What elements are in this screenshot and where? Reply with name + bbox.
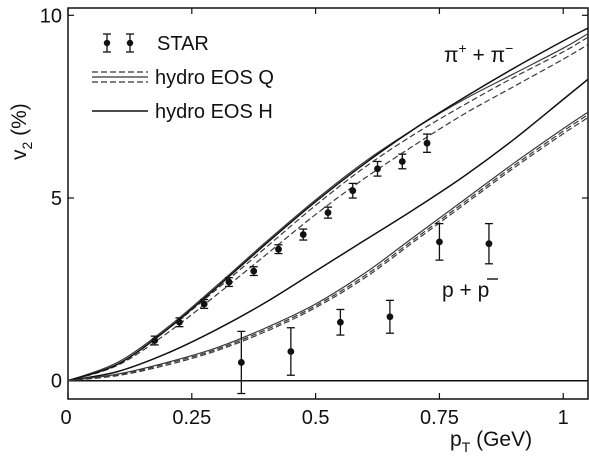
star-pion-point <box>200 298 209 310</box>
data-marker <box>386 313 394 321</box>
legend-eos-h-label: hydro EOS H <box>155 101 273 123</box>
data-marker <box>250 267 258 275</box>
eos-q-proton-curve <box>67 117 589 382</box>
points-layer <box>150 133 493 395</box>
proton-annotation: p + p <box>442 278 498 302</box>
data-marker <box>299 231 307 238</box>
x-tick-label: 1 <box>558 407 569 429</box>
eos-h-pion-curve <box>67 27 589 382</box>
y-tick-label: 5 <box>51 188 62 210</box>
star-pion-point <box>175 317 184 328</box>
pion-annotation: π+ + π− <box>444 40 513 67</box>
star-pion-point <box>348 182 357 199</box>
eos-q-pion-curve <box>67 44 589 382</box>
star-pion-point <box>249 266 258 277</box>
data-marker <box>423 139 431 147</box>
star-pion-point <box>224 277 233 288</box>
data-marker <box>176 318 183 326</box>
star-proton-point <box>237 330 246 395</box>
data-marker <box>275 245 282 253</box>
data-marker <box>324 209 332 217</box>
eos-q-proton-curve <box>67 114 589 382</box>
data-marker <box>349 187 357 195</box>
eos-q-pion-curve <box>67 33 589 382</box>
y-tick-label: 0 <box>51 371 62 393</box>
star-proton-point <box>435 222 444 261</box>
star-proton-point <box>385 299 394 334</box>
x-tick-label: 0.75 <box>420 407 459 429</box>
x-tick-label: 0.5 <box>302 407 330 429</box>
legend-star-marker <box>103 33 134 53</box>
star-pion-point <box>423 133 432 153</box>
star-proton-point <box>484 222 493 265</box>
legend-star-label: STAR <box>157 33 209 55</box>
y-tick-label: 10 <box>40 5 62 27</box>
data-marker <box>485 240 493 248</box>
star-proton-point <box>286 327 295 376</box>
data-marker <box>225 278 233 286</box>
legend-eos-q-label: hydro EOS Q <box>155 67 274 89</box>
plot-frame <box>67 7 589 400</box>
star-pion-point <box>373 160 382 177</box>
eos-q-proton-curve <box>67 111 589 382</box>
data-marker <box>237 359 245 366</box>
data-marker <box>151 337 159 344</box>
star-pion-point <box>324 206 332 219</box>
x-tick-label: 0 <box>60 407 71 429</box>
legend-eos-q-sample <box>92 71 148 83</box>
data-marker <box>200 300 208 308</box>
star-pion-point <box>150 335 159 346</box>
star-pion-point <box>274 244 283 255</box>
curves-layer <box>67 27 589 382</box>
star-proton-point <box>336 308 345 336</box>
legend: STAR hydro EOS Q hydro EOS H <box>92 33 274 123</box>
y-axis-label: v2 (%) <box>8 103 35 160</box>
star-pion-point <box>299 228 308 241</box>
data-marker <box>287 348 295 355</box>
eos-h-proton-curve <box>67 78 589 382</box>
data-marker <box>336 318 344 326</box>
x-tick-label: 0.25 <box>172 407 211 429</box>
x-axis-label: pT (GeV) <box>450 428 532 455</box>
proton-annotation-text: p + p <box>442 279 489 302</box>
star-pion-point <box>398 153 407 170</box>
data-marker <box>436 238 443 246</box>
data-marker <box>398 158 406 165</box>
data-marker <box>374 165 381 173</box>
